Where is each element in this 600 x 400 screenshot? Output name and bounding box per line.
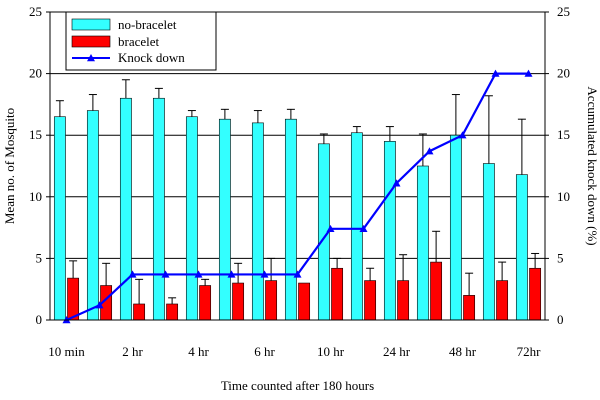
bar-bracelet-7 — [298, 282, 311, 321]
y2-tick-label-15: 15 — [557, 127, 570, 142]
bar-bracelet-13 — [496, 280, 509, 321]
bar-bracelet-14 — [529, 267, 542, 321]
y2-tick-label-5: 5 — [557, 250, 564, 265]
x-tick-label-3: 6 hr — [254, 344, 275, 359]
legend-swatch-no-bracelet — [71, 18, 111, 31]
y2-tick-label-20: 20 — [557, 66, 570, 81]
bars-layer — [53, 97, 542, 321]
bar-bracelet-10 — [397, 280, 410, 321]
legend-label-bracelet: bracelet — [118, 34, 160, 49]
bar-no-bracelet-14 — [515, 174, 528, 321]
legend-label-no-bracelet: no-bracelet — [118, 17, 177, 32]
bar-no-bracelet-6 — [251, 122, 264, 321]
y-tick-label-15: 15 — [29, 127, 42, 142]
knockdown-point-14 — [524, 69, 533, 77]
bar-no-bracelet-3 — [152, 97, 165, 321]
legend-swatch-bracelet — [71, 35, 111, 48]
knockdown-point-10 — [392, 179, 401, 187]
bar-bracelet-9 — [364, 280, 377, 321]
bar-bracelet-5 — [232, 282, 245, 321]
bar-no-bracelet-12 — [449, 134, 462, 321]
y2-tick-label-0: 0 — [557, 312, 564, 327]
bar-no-bracelet-1 — [86, 110, 99, 321]
knockdown-point-1 — [95, 301, 104, 309]
knockdown-point-12 — [458, 131, 467, 139]
y-tick-label-25: 25 — [29, 4, 42, 19]
x-tick-label-5: 24 hr — [383, 344, 411, 359]
y-tick-label-5: 5 — [36, 250, 43, 265]
knockdown-point-8 — [326, 224, 335, 233]
legend-label-knock-down: Knock down — [118, 50, 185, 65]
y-tick-label-0: 0 — [36, 312, 43, 327]
bar-bracelet-6 — [265, 280, 278, 321]
knockdown-point-2 — [128, 270, 137, 278]
bar-bracelet-12 — [463, 295, 476, 321]
knockdown-point-9 — [359, 224, 368, 233]
x-tick-label-6: 48 hr — [449, 344, 477, 359]
bar-no-bracelet-11 — [416, 165, 429, 321]
knockdown-point-3 — [161, 270, 170, 278]
grid-layer — [50, 73, 545, 259]
bar-no-bracelet-9 — [350, 132, 363, 321]
bar-no-bracelet-2 — [119, 97, 132, 321]
knockdown-line-layer — [62, 69, 533, 324]
x-tick-label-1: 2 hr — [122, 344, 143, 359]
x-tick-label-2: 4 hr — [188, 344, 209, 359]
x-tick-label-0: 10 min — [48, 344, 85, 359]
knockdown-point-11 — [425, 147, 434, 155]
y2-tick-label-25: 25 — [557, 4, 570, 19]
legend-marker-knock-down — [87, 54, 95, 62]
knockdown-point-7 — [293, 270, 302, 278]
bar-no-bracelet-0 — [53, 116, 66, 321]
bar-bracelet-3 — [166, 303, 179, 321]
bar-bracelet-11 — [430, 261, 443, 321]
knockdown-point-5 — [227, 270, 236, 278]
ticks-layer: 0 5 10 15 20 25 0 5 10 15 20 25 10 min 2 hr 4 hr 6 hr 10… — [29, 4, 570, 359]
knockdown-point-13 — [491, 69, 500, 77]
bar-no-bracelet-5 — [218, 118, 231, 321]
y2-axis-title: Accumulated knock down (%) — [585, 86, 600, 245]
bar-bracelet-4 — [199, 285, 212, 321]
x-axis-title: Time counted after 180 hours — [221, 378, 374, 393]
plot-frame — [49, 11, 546, 321]
bar-bracelet-8 — [331, 267, 344, 321]
knockdown-point-4 — [194, 270, 203, 278]
bar-bracelet-2 — [133, 303, 146, 321]
bar-no-bracelet-10 — [383, 141, 396, 321]
bar-no-bracelet-13 — [482, 163, 495, 321]
y-tick-label-10: 10 — [29, 189, 42, 204]
y-tick-label-20: 20 — [29, 66, 42, 81]
knockdown-point-6 — [260, 270, 269, 278]
error-bars-layer — [55, 79, 540, 304]
y2-tick-label-10: 10 — [557, 189, 570, 204]
x-tick-label-4: 10 hr — [317, 344, 345, 359]
x-tick-label-7: 72hr — [517, 344, 542, 359]
bar-bracelet-0 — [67, 277, 80, 321]
y-axis-title: Mean no. of Mosquito — [2, 108, 17, 224]
bar-no-bracelet-4 — [185, 116, 198, 321]
bar-no-bracelet-7 — [284, 118, 297, 321]
legend: no-bracelet bracelet Knock down — [65, 11, 217, 71]
